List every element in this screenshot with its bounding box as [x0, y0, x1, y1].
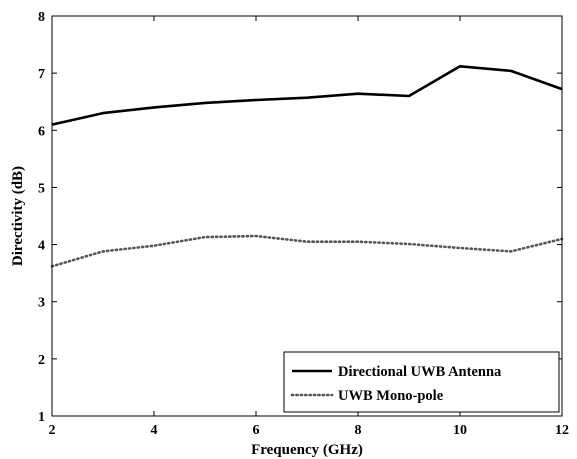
x-tick-label: 12 — [555, 423, 569, 438]
y-tick-label: 3 — [38, 296, 45, 311]
x-tick-label: 2 — [49, 423, 56, 438]
series-line-1 — [50, 234, 564, 268]
x-tick-label: 4 — [151, 423, 158, 438]
y-tick-label: 5 — [38, 181, 45, 196]
legend-label-directional: Directional UWB Antenna — [338, 364, 502, 380]
y-tick-label: 6 — [38, 124, 45, 139]
y-tick-label: 8 — [38, 10, 45, 25]
y-tick-label: 2 — [38, 353, 45, 368]
y-axis-label: Directivity (dB) — [10, 166, 26, 266]
y-tick-label: 4 — [38, 239, 45, 254]
x-tick-label: 8 — [355, 423, 362, 438]
y-tick-label: 7 — [38, 67, 45, 82]
legend: Directional UWB Antenna UWB Mono-pole — [283, 351, 560, 413]
x-axis-label: Frequency (GHz) — [251, 442, 363, 458]
y-tick-label: 1 — [38, 410, 45, 425]
x-tick-label: 6 — [253, 423, 260, 438]
series-line-0 — [51, 65, 563, 126]
series-layer — [50, 65, 564, 268]
legend-box — [283, 351, 560, 413]
plot-frame — [51, 15, 563, 417]
x-tick-label: 10 — [453, 423, 467, 438]
legend-label-monopole: UWB Mono-pole — [338, 388, 444, 404]
